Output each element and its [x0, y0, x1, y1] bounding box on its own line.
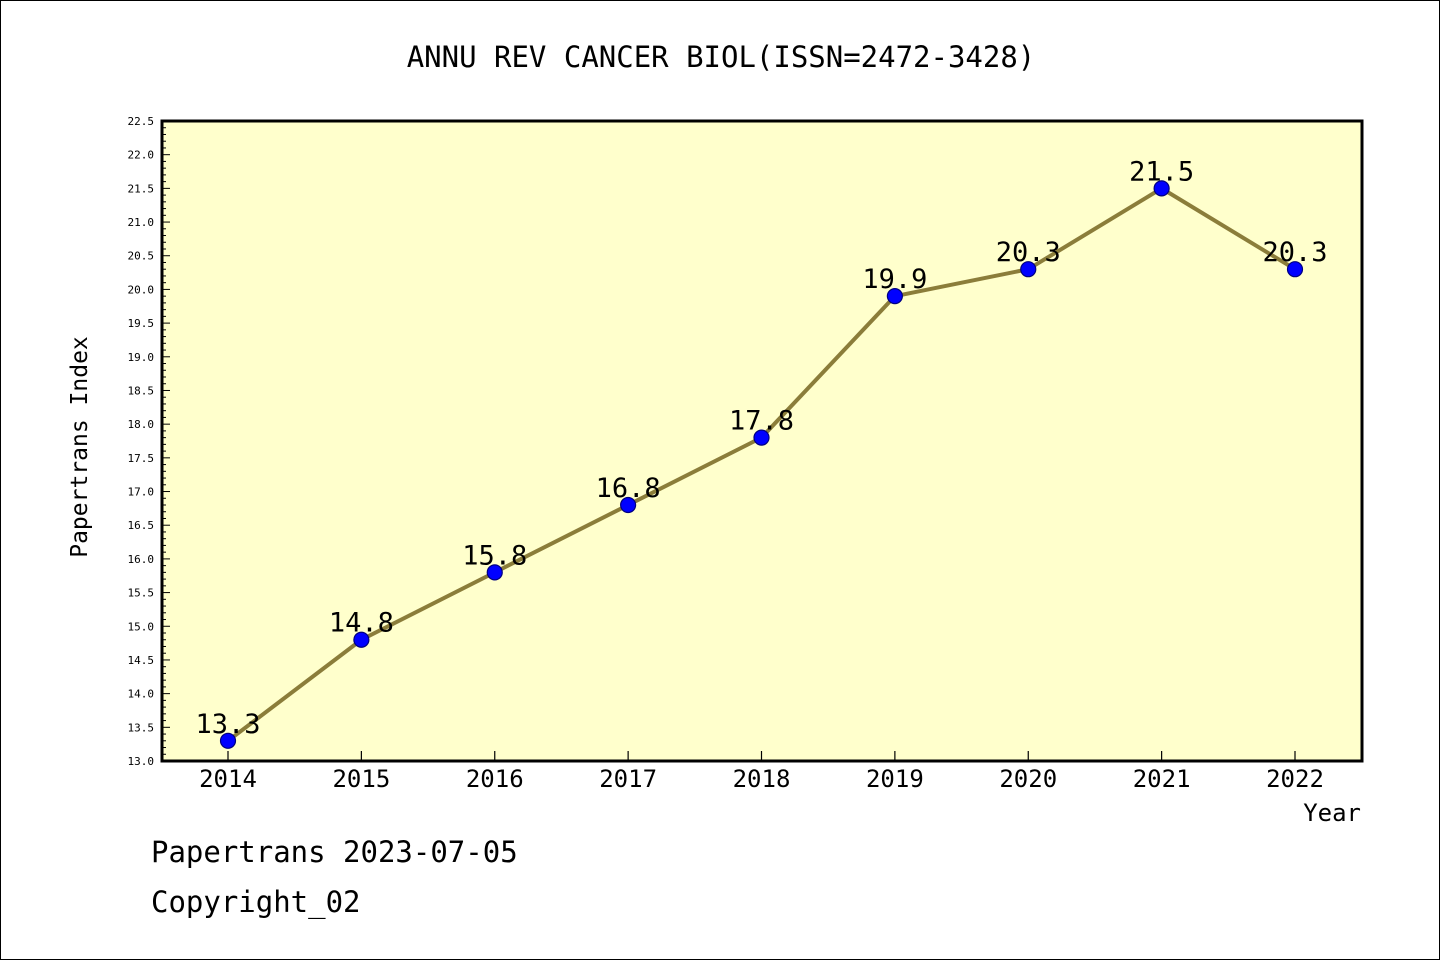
- x-tick-label: 2017: [599, 765, 657, 793]
- y-tick-label: 21.5: [128, 182, 155, 195]
- x-axis-label: Year: [1303, 799, 1361, 827]
- data-point: [753, 429, 770, 446]
- y-tick-label: 15.5: [128, 587, 155, 600]
- x-tick-label: 2016: [466, 765, 524, 793]
- data-label: 20.3: [996, 237, 1061, 268]
- footer-copyright: Copyright_02: [151, 885, 361, 919]
- x-tick-label: 2019: [866, 765, 924, 793]
- y-tick-label: 18.5: [128, 384, 155, 397]
- data-point: [886, 288, 903, 305]
- x-tick-label: 2020: [999, 765, 1057, 793]
- data-label: 15.8: [462, 540, 527, 571]
- data-label: 17.8: [729, 406, 794, 437]
- data-label: 14.8: [329, 608, 394, 639]
- data-label: 16.8: [596, 473, 661, 504]
- x-tick-label: 2015: [332, 765, 390, 793]
- y-tick-label: 17.5: [128, 452, 155, 465]
- data-point: [620, 496, 637, 514]
- series-points-group: [219, 180, 1304, 749]
- y-tick-label: 19.0: [128, 351, 155, 364]
- y-tick-label: 13.5: [128, 721, 155, 734]
- y-axis-label: Papertrans Index: [67, 336, 93, 558]
- data-label: 21.5: [1129, 156, 1194, 187]
- y-tick-label: 22.0: [128, 149, 155, 162]
- y-tick-label: 21.0: [128, 216, 155, 229]
- x-tick-label: 2021: [1133, 765, 1191, 793]
- data-point: [1286, 261, 1304, 278]
- x-tick-label: 2018: [733, 765, 791, 793]
- y-tick-label: 16.0: [128, 553, 155, 566]
- y-tick-label: 19.5: [128, 317, 155, 330]
- y-tick-label: 14.5: [128, 654, 155, 667]
- y-tick-label: 15.0: [128, 620, 155, 633]
- y-tick-label: 22.5: [128, 115, 155, 128]
- data-point: [1020, 261, 1037, 278]
- footer-date: Papertrans 2023-07-05: [151, 835, 518, 869]
- x-tick-label: 2014: [199, 765, 257, 793]
- data-point: [486, 564, 503, 581]
- data-label: 19.9: [862, 264, 927, 295]
- x-axis: 2014 2015 2016 2017 2018 2019 2020 2021 2022: [199, 751, 1324, 793]
- data-point: [1153, 180, 1170, 197]
- y-tick-label: 16.5: [128, 519, 155, 532]
- data-label: 20.3: [1262, 237, 1327, 268]
- y-tick-label: 20.0: [128, 283, 155, 296]
- y-tick-label: 14.0: [128, 688, 155, 701]
- chart-title: ANNU REV CANCER BIOL(ISSN=2472-3428): [407, 40, 1036, 74]
- data-label: 13.3: [195, 709, 260, 740]
- y-tick-label: 13.0: [128, 755, 155, 768]
- y-tick-label: 20.5: [128, 250, 155, 263]
- y-axis: 13.0 13.5 14.0 14.5 15.0 15.5 16.0 16.5 17.0 17.5…: [128, 115, 170, 768]
- data-labels-group: 13.3 14.8 15.8 16.8 17.8 19.9 20.3 21.5 20.3: [195, 156, 1327, 739]
- data-point: [353, 631, 370, 648]
- y-tick-label: 17.0: [128, 486, 155, 499]
- data-point: [219, 732, 237, 749]
- y-tick-label: 18.0: [128, 418, 155, 431]
- x-tick-label: 2022: [1266, 765, 1324, 793]
